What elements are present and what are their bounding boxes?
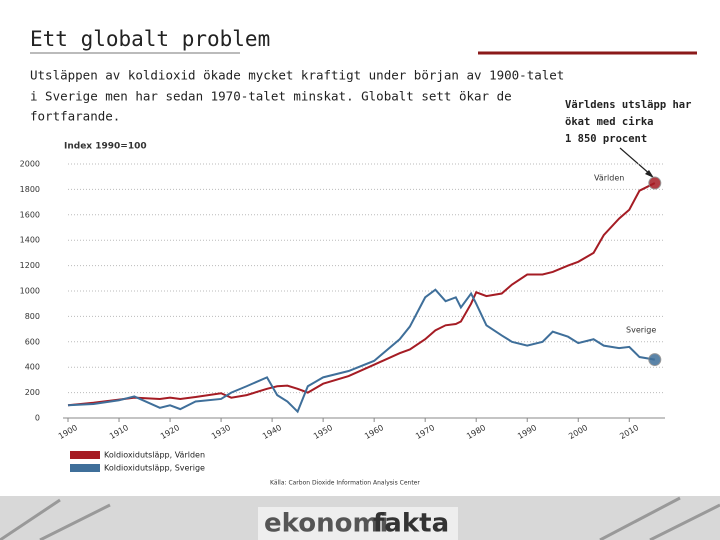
end-point: [648, 176, 662, 190]
legend-label: Koldioxidutsläpp, Världen: [104, 451, 205, 460]
source: Källa: Carbon Dioxide Information Analys…: [270, 480, 420, 487]
logo: fakta: [373, 509, 449, 539]
x-tick-label: 1920: [159, 423, 181, 441]
arrow-head: [645, 170, 654, 178]
x-tick-label: 1990: [516, 423, 538, 441]
y-tick-label: 400: [25, 363, 40, 372]
series-line: [67, 182, 656, 407]
x-tick-label: 1950: [312, 423, 334, 441]
legend-label: Koldioxidutsläpp, Sverige: [104, 464, 205, 473]
plot: 0 200 400 600 800 1000 1200 1400 1600 1800 2000 190…: [20, 160, 665, 473]
y-tick-label: 2000: [20, 160, 40, 169]
logo: ekonomi: [264, 509, 388, 539]
y-tick-label: 1200: [20, 261, 40, 270]
y-tick-label: 800: [25, 312, 40, 321]
series-line: [67, 288, 655, 414]
y-tick-label: 200: [25, 388, 40, 397]
x-tick-label: 1900: [57, 423, 79, 441]
x-tick-label: 2000: [567, 423, 589, 441]
y-axis-label: Index 1990=100: [64, 142, 147, 152]
annotation-arrow: [619, 147, 652, 176]
x-tick-label: 1970: [414, 423, 436, 441]
x-tick-label: 1980: [465, 423, 487, 441]
x-tick-label: 1930: [210, 423, 232, 441]
footer-decoration: [0, 496, 720, 540]
annotation: 1 850 procent: [565, 133, 647, 145]
slide-title: Ett globalt problem: [30, 27, 270, 51]
series-label: Världen: [594, 174, 624, 183]
legend-swatch: [70, 451, 100, 459]
series-label: Sverige: [626, 326, 656, 335]
y-tick-label: 600: [25, 337, 40, 346]
x-tick-label: 1960: [363, 423, 385, 441]
y-tick-label: 1400: [20, 236, 40, 245]
annotation: Världens utsläpp har: [565, 99, 691, 111]
logo-box: [258, 507, 458, 540]
annotation: ökat med cirka: [565, 116, 654, 128]
end-point: [648, 353, 662, 367]
y-tick-label: 1600: [20, 210, 40, 219]
x-tick-label: 1940: [261, 423, 283, 441]
intro-line: Utsläppen av koldioxid ökade mycket kraf…: [30, 68, 564, 83]
intro-line: i Sverige men har sedan 1970-talet minsk…: [30, 89, 512, 104]
y-tick-label: 1800: [20, 185, 40, 194]
intro-line: fortfarande.: [30, 109, 120, 124]
y-tick-label: 1000: [20, 287, 40, 296]
legend-swatch: [70, 464, 100, 472]
x-tick-label: 1910: [108, 423, 130, 441]
x-tick-label: 2010: [618, 423, 640, 441]
y-tick-label: 0: [35, 414, 40, 423]
